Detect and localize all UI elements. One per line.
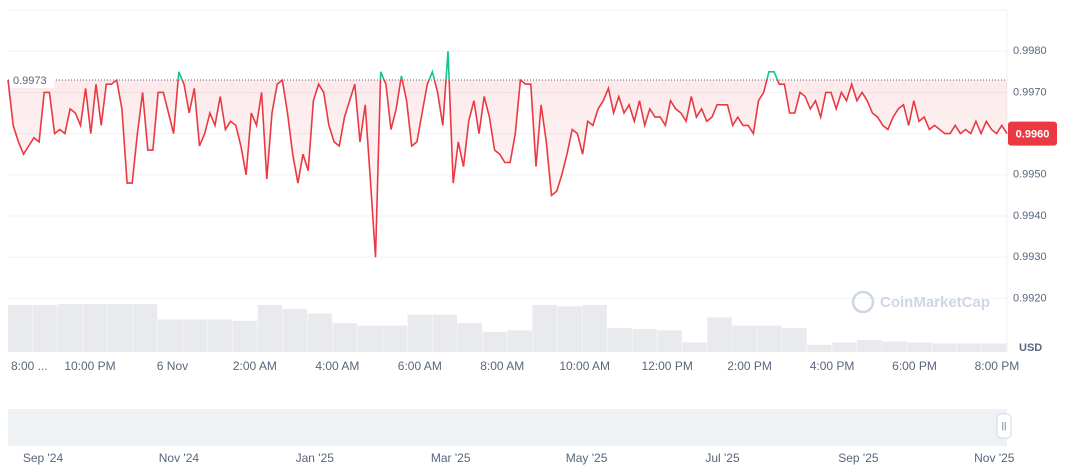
y-tick-label: 0.9970	[1013, 86, 1047, 98]
price-line	[7, 80, 1008, 258]
x-tick-label: 10:00 AM	[559, 359, 610, 373]
volume-bar	[82, 304, 108, 352]
baseline-label-bg	[10, 72, 54, 89]
baseline-label: 0.9973	[13, 75, 47, 87]
x-tick-label: 8:00 PM	[975, 359, 1020, 373]
volume-bar	[807, 344, 832, 352]
volume-bar	[507, 330, 532, 352]
volume-bar	[907, 342, 932, 352]
handle-grip: ||	[1002, 420, 1007, 430]
current-price-box	[1008, 121, 1057, 146]
x-tick-label: 8:00 AM	[480, 359, 524, 373]
volume-bar	[932, 343, 957, 352]
watermark-logo	[851, 290, 875, 314]
navigator-label: Sep '24	[23, 451, 64, 465]
x-tick-label: 12:00 PM	[641, 359, 692, 373]
volume-bar	[157, 319, 183, 352]
volume-bar	[732, 325, 757, 352]
volume-bar	[832, 342, 857, 352]
volume-bar	[982, 343, 1007, 352]
x-tick-label: 6:00 PM	[892, 359, 937, 373]
x-tick-label: 4:00 AM	[315, 359, 359, 373]
volume-bar	[482, 331, 507, 352]
volume-bar	[532, 304, 557, 352]
volume-bar	[282, 308, 308, 352]
navigator-label: Jan '25	[296, 451, 335, 465]
volume-bar	[407, 314, 433, 352]
volume-bar	[182, 319, 208, 352]
volume-bar	[582, 304, 607, 352]
y-tick-label: 0.9920	[1013, 292, 1047, 304]
volume-bar	[332, 323, 358, 352]
y-tick-label: 0.9930	[1013, 251, 1047, 263]
volume-bar	[707, 317, 732, 352]
volume-bar	[8, 304, 33, 352]
y-tick-label: 0.9950	[1013, 169, 1047, 181]
navigator-label: May '25	[566, 451, 608, 465]
navigator-handle[interactable]	[996, 413, 1012, 439]
x-tick-label: 2:00 PM	[727, 359, 772, 373]
watermark: CoinMarketCap	[880, 294, 990, 311]
current-price-label: 0.9960	[1016, 129, 1050, 141]
x-tick-label: 6:00 AM	[398, 359, 442, 373]
navigator-label: Mar '25	[431, 451, 471, 465]
volume-bar	[257, 304, 283, 352]
volume-bar	[232, 320, 258, 352]
volume-bar	[107, 304, 133, 352]
volume-bar	[307, 313, 333, 352]
navigator-label: Nov '25	[974, 451, 1015, 465]
volume-bar	[357, 325, 383, 352]
area-fill	[8, 80, 1007, 258]
x-tick-label: 4:00 PM	[810, 359, 855, 373]
volume-bar	[607, 328, 632, 352]
x-tick-label: 2:00 AM	[233, 359, 277, 373]
volume-bar	[32, 304, 58, 352]
volume-bar	[682, 342, 707, 352]
navigator-label: Jul '25	[705, 451, 740, 465]
volume-bar	[782, 328, 807, 352]
volume-bar	[882, 341, 907, 352]
volume-bar	[132, 304, 158, 352]
volume-bar	[557, 306, 582, 352]
navigator-label: Nov '24	[159, 451, 200, 465]
volume-bar	[457, 323, 483, 352]
volume-bar	[57, 304, 83, 352]
currency-label: USD	[1019, 342, 1042, 354]
volume-bar	[432, 314, 458, 352]
y-tick-label: 0.9940	[1013, 210, 1047, 222]
volume-bar	[207, 319, 233, 352]
navigator-track	[8, 409, 1007, 446]
volume-bar	[857, 340, 882, 352]
volume-bar	[657, 330, 682, 352]
volume-bar	[957, 343, 982, 352]
navigator-label: Sep '25	[838, 451, 879, 465]
volume-bar	[757, 325, 782, 352]
x-tick-label: 6 Nov	[157, 359, 188, 373]
y-tick-label: 0.9980	[1013, 45, 1047, 57]
x-tick-label: 10:00 PM	[64, 359, 115, 373]
volume-bar	[632, 328, 657, 352]
x-tick-label: 8:00 ...	[11, 359, 48, 373]
volume-bar	[382, 325, 408, 352]
